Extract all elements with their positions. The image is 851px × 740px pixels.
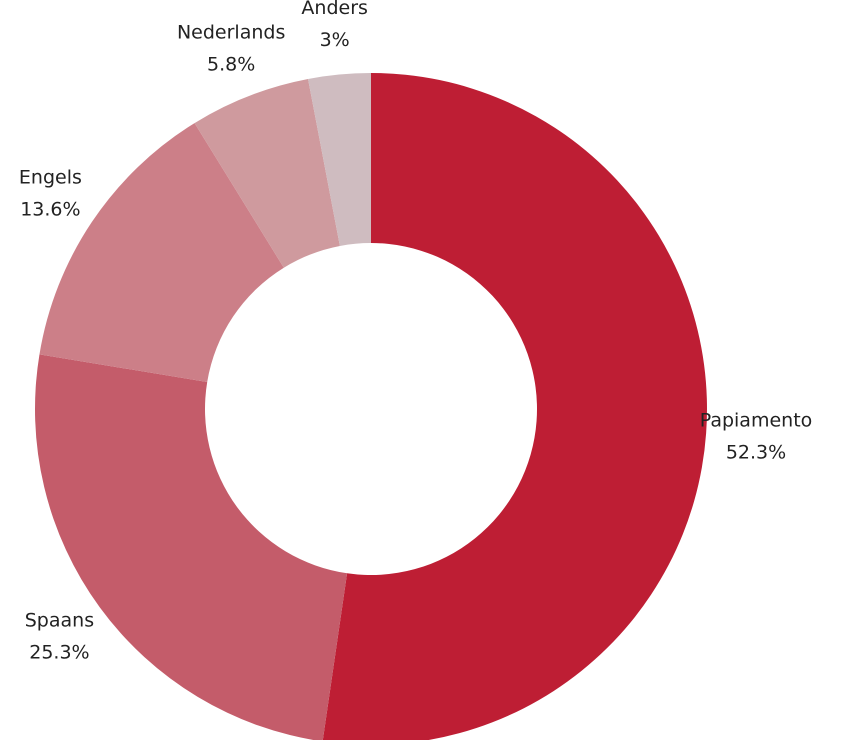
slice-label: Papiamento bbox=[700, 409, 813, 431]
slice-label: Engels bbox=[19, 167, 82, 189]
slice bbox=[39, 123, 284, 383]
slice bbox=[322, 73, 707, 740]
slice-label: Nederlands bbox=[177, 22, 285, 44]
slice-label: Spaans bbox=[25, 609, 94, 631]
slice-label: Anders bbox=[301, 0, 368, 19]
slice bbox=[308, 73, 371, 246]
slice-value-label: 3% bbox=[320, 29, 350, 51]
slice-value-label: 52.3% bbox=[726, 441, 786, 463]
slice-value-label: 5.8% bbox=[207, 54, 255, 76]
slice bbox=[35, 354, 348, 740]
slice bbox=[194, 78, 340, 268]
slice-value-label: 25.3% bbox=[29, 641, 89, 663]
slice-value-label: 13.6% bbox=[20, 199, 80, 221]
